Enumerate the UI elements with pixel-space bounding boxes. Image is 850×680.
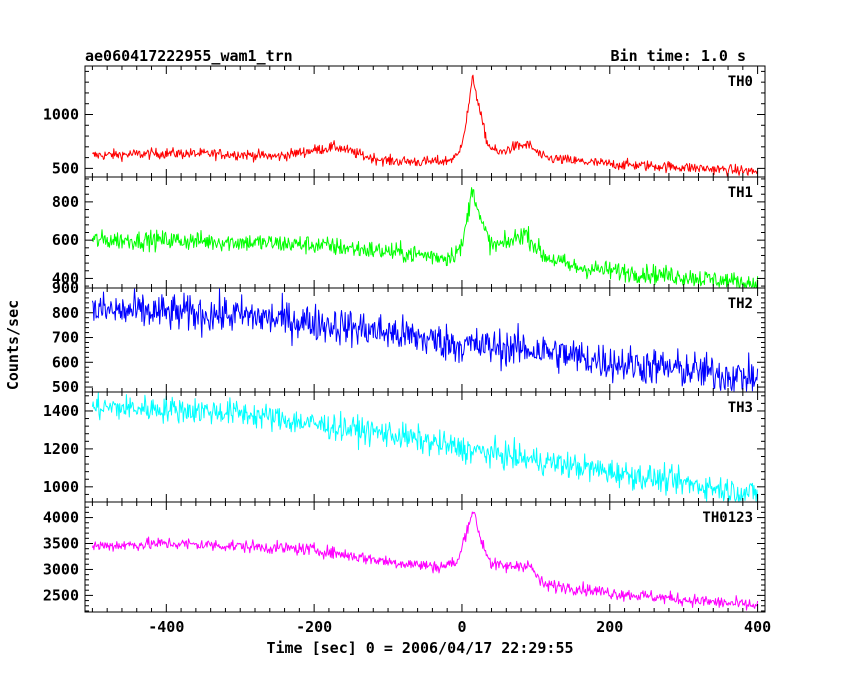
x-tick-label: 400 [744, 618, 771, 636]
y-tick-label: 1000 [43, 478, 79, 496]
y-tick-label: 800 [52, 304, 79, 322]
y-tick-label: 900 [52, 279, 79, 297]
series-line-th2 [91, 288, 759, 392]
series-line-th0 [92, 74, 759, 177]
y-axis-label: Counts/sec [4, 300, 22, 390]
y-tick-label: 3500 [43, 535, 79, 553]
panel-th0123: 2500 3000 3500 4000 TH0123 [43, 501, 766, 613]
y-tick-label: 800 [52, 193, 79, 211]
chart-subtitle: Bin time: 1.0 s [611, 47, 746, 65]
y-tick-label: 600 [52, 353, 79, 371]
chart-title: ae060417222955_wam1_trn [85, 47, 293, 65]
x-tick-label: -400 [148, 618, 184, 636]
y-tick-label: 400 [52, 269, 79, 287]
panel-th3: 1000 1200 1400 TH3 [43, 391, 766, 503]
y-tick-label: 700 [52, 329, 79, 347]
panel-label-th0123: TH0123 [702, 510, 753, 526]
y-tick-label: 1200 [43, 440, 79, 458]
panel-label-th1: TH1 [728, 185, 753, 201]
panel-label-th0: TH0 [728, 74, 753, 90]
y-tick-label: 500 [52, 378, 79, 396]
series-line-th1 [91, 187, 759, 288]
panel-th2: 500 600 700 800 900 TH2 [52, 279, 766, 396]
panels-group: 500 1000 TH0 400 600 800 TH1 500 600 700 800 900 TH2… [43, 65, 771, 636]
y-tick-label: 600 [52, 231, 79, 249]
panel-frame [84, 501, 766, 613]
series-line-th0123 [91, 511, 759, 611]
panel-label-th2: TH2 [728, 296, 753, 312]
panel-th1: 400 600 800 TH1 [52, 176, 766, 289]
y-tick-label: 1000 [43, 105, 79, 123]
x-tick-label: 0 [457, 618, 466, 636]
y-tick-label: 2500 [43, 586, 79, 604]
y-tick-label: 4000 [43, 509, 79, 527]
panel-label-th3: TH3 [728, 400, 753, 416]
y-tick-label: 500 [52, 159, 79, 177]
y-tick-label: 1400 [43, 402, 79, 420]
series-line-th3 [91, 392, 759, 502]
y-tick-label: 3000 [43, 560, 79, 578]
panel-th0: 500 1000 TH0 [43, 65, 766, 178]
x-axis-label: Time [sec] 0 = 2006/04/17 22:29:55 [266, 639, 573, 657]
x-tick-label: -200 [296, 618, 332, 636]
x-tick-label: 200 [596, 618, 623, 636]
